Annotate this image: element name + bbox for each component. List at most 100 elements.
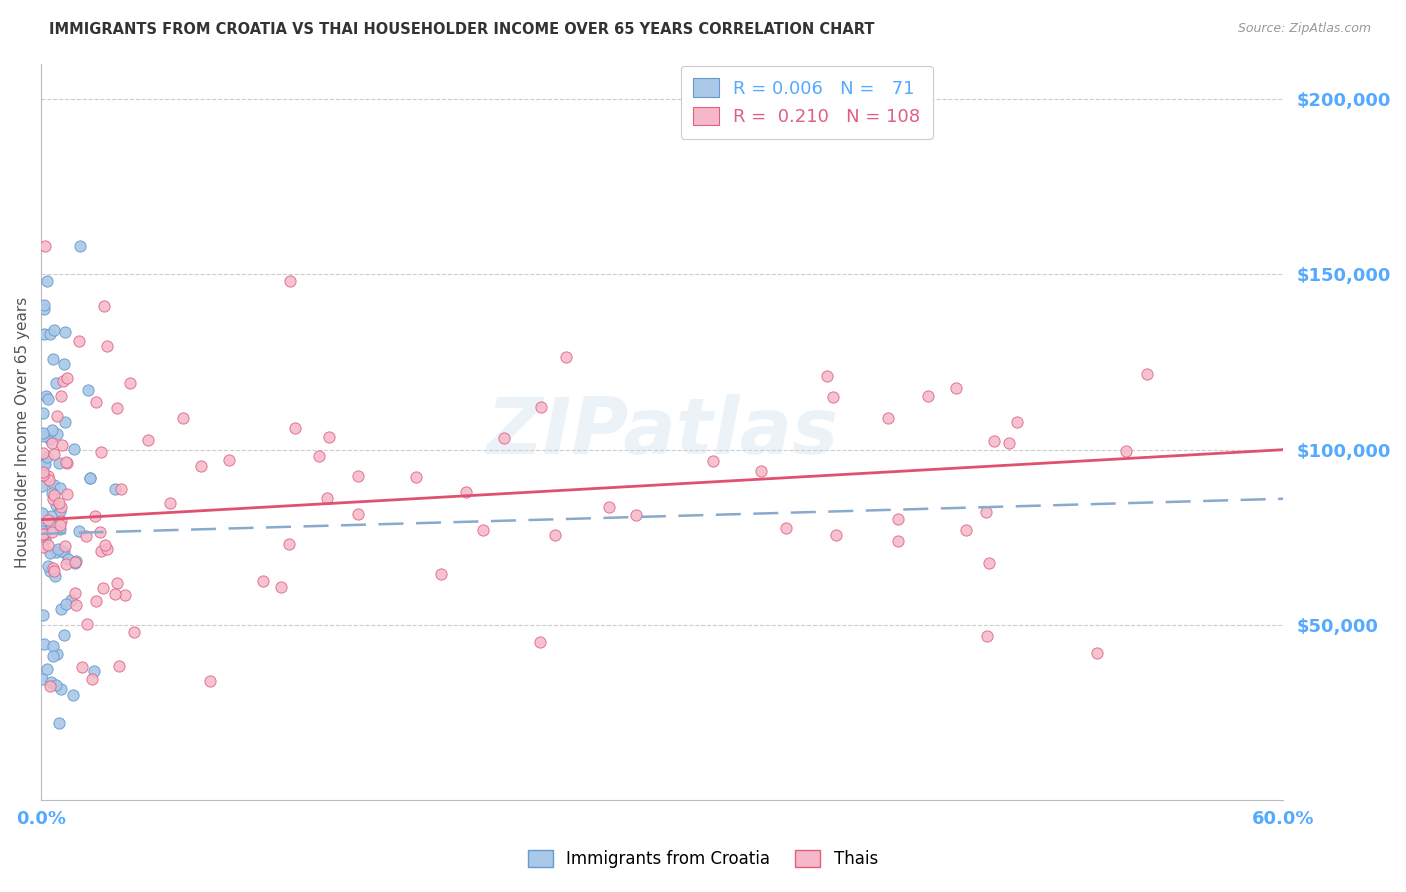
Point <box>39 508 62 523</box>
Point <box>31 520 53 534</box>
Text: Source: ZipAtlas.com: Source: ZipAtlas.com <box>1237 22 1371 36</box>
Point <box>104 587 127 601</box>
Point <box>32 298 55 312</box>
Point <box>49 518 72 533</box>
Point <box>1135 368 1157 382</box>
Point <box>65 586 87 600</box>
Point <box>84 395 107 409</box>
Point <box>91 581 114 595</box>
Point <box>93 299 115 313</box>
Point <box>67 524 90 538</box>
Point <box>80 673 103 687</box>
Point <box>42 488 65 502</box>
Point <box>42 561 65 575</box>
Legend: R = 0.006   N =   71, R =  0.210   N = 108: R = 0.006 N = 71, R = 0.210 N = 108 <box>681 66 932 139</box>
Point <box>31 406 53 420</box>
Point <box>53 628 76 642</box>
Point <box>955 523 977 537</box>
Point <box>1005 415 1028 429</box>
Point <box>825 528 848 542</box>
Point <box>70 660 93 674</box>
Point <box>815 368 838 383</box>
Point <box>430 566 453 581</box>
Point <box>45 647 67 661</box>
Point <box>63 556 86 570</box>
Point <box>94 538 117 552</box>
Point <box>53 325 76 339</box>
Point <box>284 421 307 435</box>
Point <box>105 401 128 416</box>
Point <box>56 456 79 470</box>
Point <box>35 450 58 465</box>
Point <box>278 537 301 551</box>
Point <box>34 326 56 341</box>
Point <box>45 545 67 559</box>
Text: IMMIGRANTS FROM CROATIA VS THAI HOUSEHOLDER INCOME OVER 65 YEARS CORRELATION CHA: IMMIGRANTS FROM CROATIA VS THAI HOUSEHOL… <box>49 22 875 37</box>
Point <box>218 452 240 467</box>
Point <box>308 449 330 463</box>
Point <box>55 597 77 611</box>
Point <box>31 478 53 492</box>
Point <box>39 516 62 531</box>
Point <box>49 504 72 518</box>
Point <box>32 425 55 440</box>
Point <box>53 545 76 559</box>
Point <box>75 528 97 542</box>
Point <box>35 662 58 676</box>
Point <box>96 541 118 556</box>
Point <box>49 514 72 528</box>
Point <box>32 541 55 555</box>
Point <box>49 500 72 515</box>
Point <box>31 524 53 538</box>
Point <box>48 456 70 470</box>
Point <box>346 507 368 521</box>
Point <box>887 512 910 526</box>
Point <box>823 391 845 405</box>
Point <box>62 442 84 456</box>
Point <box>917 388 939 402</box>
Point <box>114 589 136 603</box>
Point <box>120 376 142 391</box>
Point <box>32 637 55 651</box>
Point <box>471 523 494 537</box>
Point <box>46 541 69 556</box>
Point <box>45 376 67 391</box>
Point <box>108 659 131 673</box>
Point <box>42 649 65 664</box>
Point <box>998 436 1021 450</box>
Point <box>554 350 576 364</box>
Point <box>37 559 59 574</box>
Point <box>702 454 724 468</box>
Point <box>79 471 101 485</box>
Point <box>122 625 145 640</box>
Point <box>31 673 53 687</box>
Point <box>49 681 72 696</box>
Point <box>37 392 59 407</box>
Point <box>69 334 91 348</box>
Point <box>775 521 797 535</box>
Point <box>37 469 59 483</box>
Point <box>69 239 91 253</box>
Point <box>48 716 70 731</box>
Point <box>55 557 77 571</box>
Point <box>37 513 59 527</box>
Point <box>32 465 55 479</box>
Point <box>44 323 66 337</box>
Y-axis label: Householder Income Over 65 years: Householder Income Over 65 years <box>15 296 30 568</box>
Point <box>48 495 70 509</box>
Point <box>41 524 63 539</box>
Point <box>624 508 647 523</box>
Point <box>598 500 620 514</box>
Point <box>530 400 553 414</box>
Point <box>315 491 337 505</box>
Point <box>45 409 67 424</box>
Point <box>46 427 69 442</box>
Point <box>83 509 105 524</box>
Point <box>887 533 910 548</box>
Point <box>42 351 65 366</box>
Point <box>58 552 80 566</box>
Point <box>104 482 127 496</box>
Point <box>270 580 292 594</box>
Point <box>529 635 551 649</box>
Point <box>89 525 111 540</box>
